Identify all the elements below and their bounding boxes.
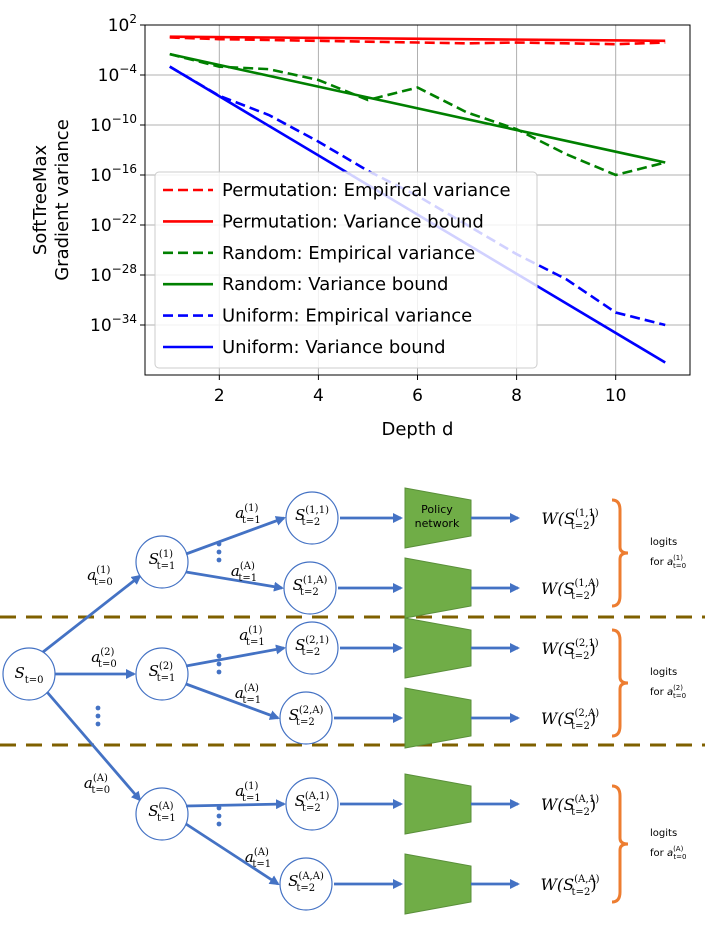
edge-l1-0 (185, 516, 286, 556)
level1-more-dots-1 (216, 669, 222, 675)
y-tick-label: 10−16 (90, 162, 137, 186)
level1-node-1 (135, 647, 189, 701)
legend: Permutation: Empirical variance Permutati… (154, 171, 538, 369)
level2-node-4 (285, 777, 339, 831)
root-more-dots (95, 713, 101, 719)
level1-label-2: S(A) t=1 (148, 801, 176, 824)
logits-label-2: logits (650, 828, 677, 839)
level2-node-3 (279, 691, 333, 745)
level1-more-dots-0 (216, 557, 222, 563)
level2-node-2 (285, 621, 339, 675)
level1-more-dots-2 (216, 821, 222, 827)
level1-more-dots-2 (216, 805, 222, 811)
legend-label-3: Random: Variance bound (222, 274, 448, 295)
logits-label-0: logits (650, 537, 677, 548)
variance-chart: 2 4 6 8 10 102 10−4 10−10 10−16 10−22 10−28 10−34 D… (30, 12, 691, 440)
legend-label-4: Uniform: Empirical variance (222, 306, 472, 327)
legend-label-0: Permutation: Empirical variance (222, 180, 511, 201)
series-line-2 (169, 52, 666, 177)
output-label-2: W(S(2,1) t=2) (541, 638, 598, 662)
root-label: St=0 (14, 664, 43, 686)
policy-network-1 (404, 557, 472, 619)
y-tick-label: 10−4 (98, 62, 137, 86)
output-label-1: W(S(1,A) t=2) (541, 578, 599, 602)
level2-node-1 (283, 561, 337, 615)
level2-label-3: S(2,A) t=2 (289, 705, 324, 728)
y-tick-label: 102 (108, 12, 137, 36)
logits-brace-1 (611, 628, 629, 738)
level2-label-1: S(1,A) t=2 (293, 575, 328, 598)
policy-network-4 (404, 773, 472, 835)
policy-network-3 (404, 687, 472, 749)
policy-network-5 (404, 853, 472, 915)
edge-l1-4 (185, 799, 286, 810)
logits-for-2: for a(A) t=0 (650, 845, 686, 861)
series-line-0 (169, 36, 666, 46)
edge-root-2 (45, 691, 142, 802)
output-label-0: W(S(1,1) t=2) (541, 508, 598, 532)
logits-brace-0 (611, 498, 629, 608)
y-tick-label: 10−34 (90, 312, 137, 336)
level1-more-dots-1 (216, 653, 222, 659)
x-tick-label: 8 (511, 386, 522, 406)
legend-label-5: Uniform: Variance bound (222, 337, 446, 358)
x-axis-label: Depth d (382, 419, 454, 440)
level1-edge-label-2: a(A) t=0 (84, 773, 110, 796)
level2-node-0 (285, 491, 339, 545)
level1-node-0 (135, 535, 189, 589)
level2-label-4: S(A,1) t=2 (295, 791, 330, 814)
level2-edge-label-0: a(1) t=1 (235, 503, 260, 526)
series-line-1 (169, 35, 666, 43)
output-label-5: W(S(A,A) t=2) (540, 874, 599, 898)
x-tick-label: 10 (605, 386, 627, 406)
series-line-3 (169, 52, 666, 164)
level2-edge-label-2: a(1) t=1 (239, 625, 264, 648)
root-more-dots (95, 721, 101, 727)
level2-label-5: S(A,A) t=2 (288, 871, 324, 894)
logits-brace-2 (611, 784, 629, 904)
level2-label-0: S(1,1) t=2 (295, 505, 329, 528)
edge-l1-2 (185, 644, 286, 668)
level2-edge-label-1: a(A) t=1 (231, 561, 257, 584)
logits-for-0: for a(1) t=0 (650, 554, 686, 570)
logits-label-1: logits (650, 667, 677, 678)
y-tick-label: 10−10 (90, 112, 137, 136)
edge-l1-5 (185, 822, 280, 886)
policy-network-label: Policy network (415, 503, 460, 530)
level1-edge-label-0: a(1) t=0 (87, 565, 112, 588)
root-more-dots (95, 705, 101, 711)
level2-edge-label-5: a(A) t=1 (245, 847, 271, 870)
x-tick-label: 2 (214, 386, 225, 406)
diagram-content: St=0 S(1) t=1 a(1) t=0 S(2) t=1 a(2) t=0 S(A) t=1 a… (0, 487, 705, 915)
edge-l1-3 (185, 682, 280, 720)
logits-for-1: for a(2) t=0 (650, 684, 686, 700)
policy-network-2 (404, 617, 472, 679)
level1-label-1: S(2) t=1 (149, 661, 176, 684)
level2-node-5 (279, 857, 333, 911)
edge-root-0 (42, 574, 142, 654)
output-label-4: W(S(A,1) t=2) (541, 794, 599, 818)
policy-network-0 (404, 487, 472, 549)
level1-more-dots-1 (216, 661, 222, 667)
y-axis-label: SoftTreeMaxGradient variance (30, 119, 73, 281)
legend-label-1: Permutation: Variance bound (222, 211, 484, 232)
level1-label-0: S(1) t=1 (149, 549, 176, 572)
legend-box (154, 171, 538, 369)
legend-label-2: Random: Empirical variance (222, 243, 475, 264)
edge-l1-1 (185, 570, 284, 592)
output-label-3: W(S(2,A) t=2) (541, 708, 599, 732)
y-tick-label: 10−22 (90, 212, 137, 236)
level2-edge-label-4: a(1) t=1 (235, 781, 260, 804)
level1-more-dots-0 (216, 549, 222, 555)
x-tick-label: 6 (412, 386, 423, 406)
level1-node-2 (135, 787, 189, 841)
level1-edge-label-1: a(2) t=0 (91, 647, 116, 670)
x-tick-label: 4 (313, 386, 324, 406)
tree-diagram: St=0 S(1) t=1 a(1) t=0 S(2) t=1 a(2) t=0 S(A) t=1 a… (0, 487, 705, 915)
level1-more-dots-0 (216, 541, 222, 547)
level1-more-dots-2 (216, 813, 222, 819)
level2-edge-label-3: a(A) t=1 (235, 683, 261, 706)
level2-label-2: S(2,1) t=2 (295, 635, 329, 658)
y-tick-label: 10−28 (90, 262, 137, 286)
